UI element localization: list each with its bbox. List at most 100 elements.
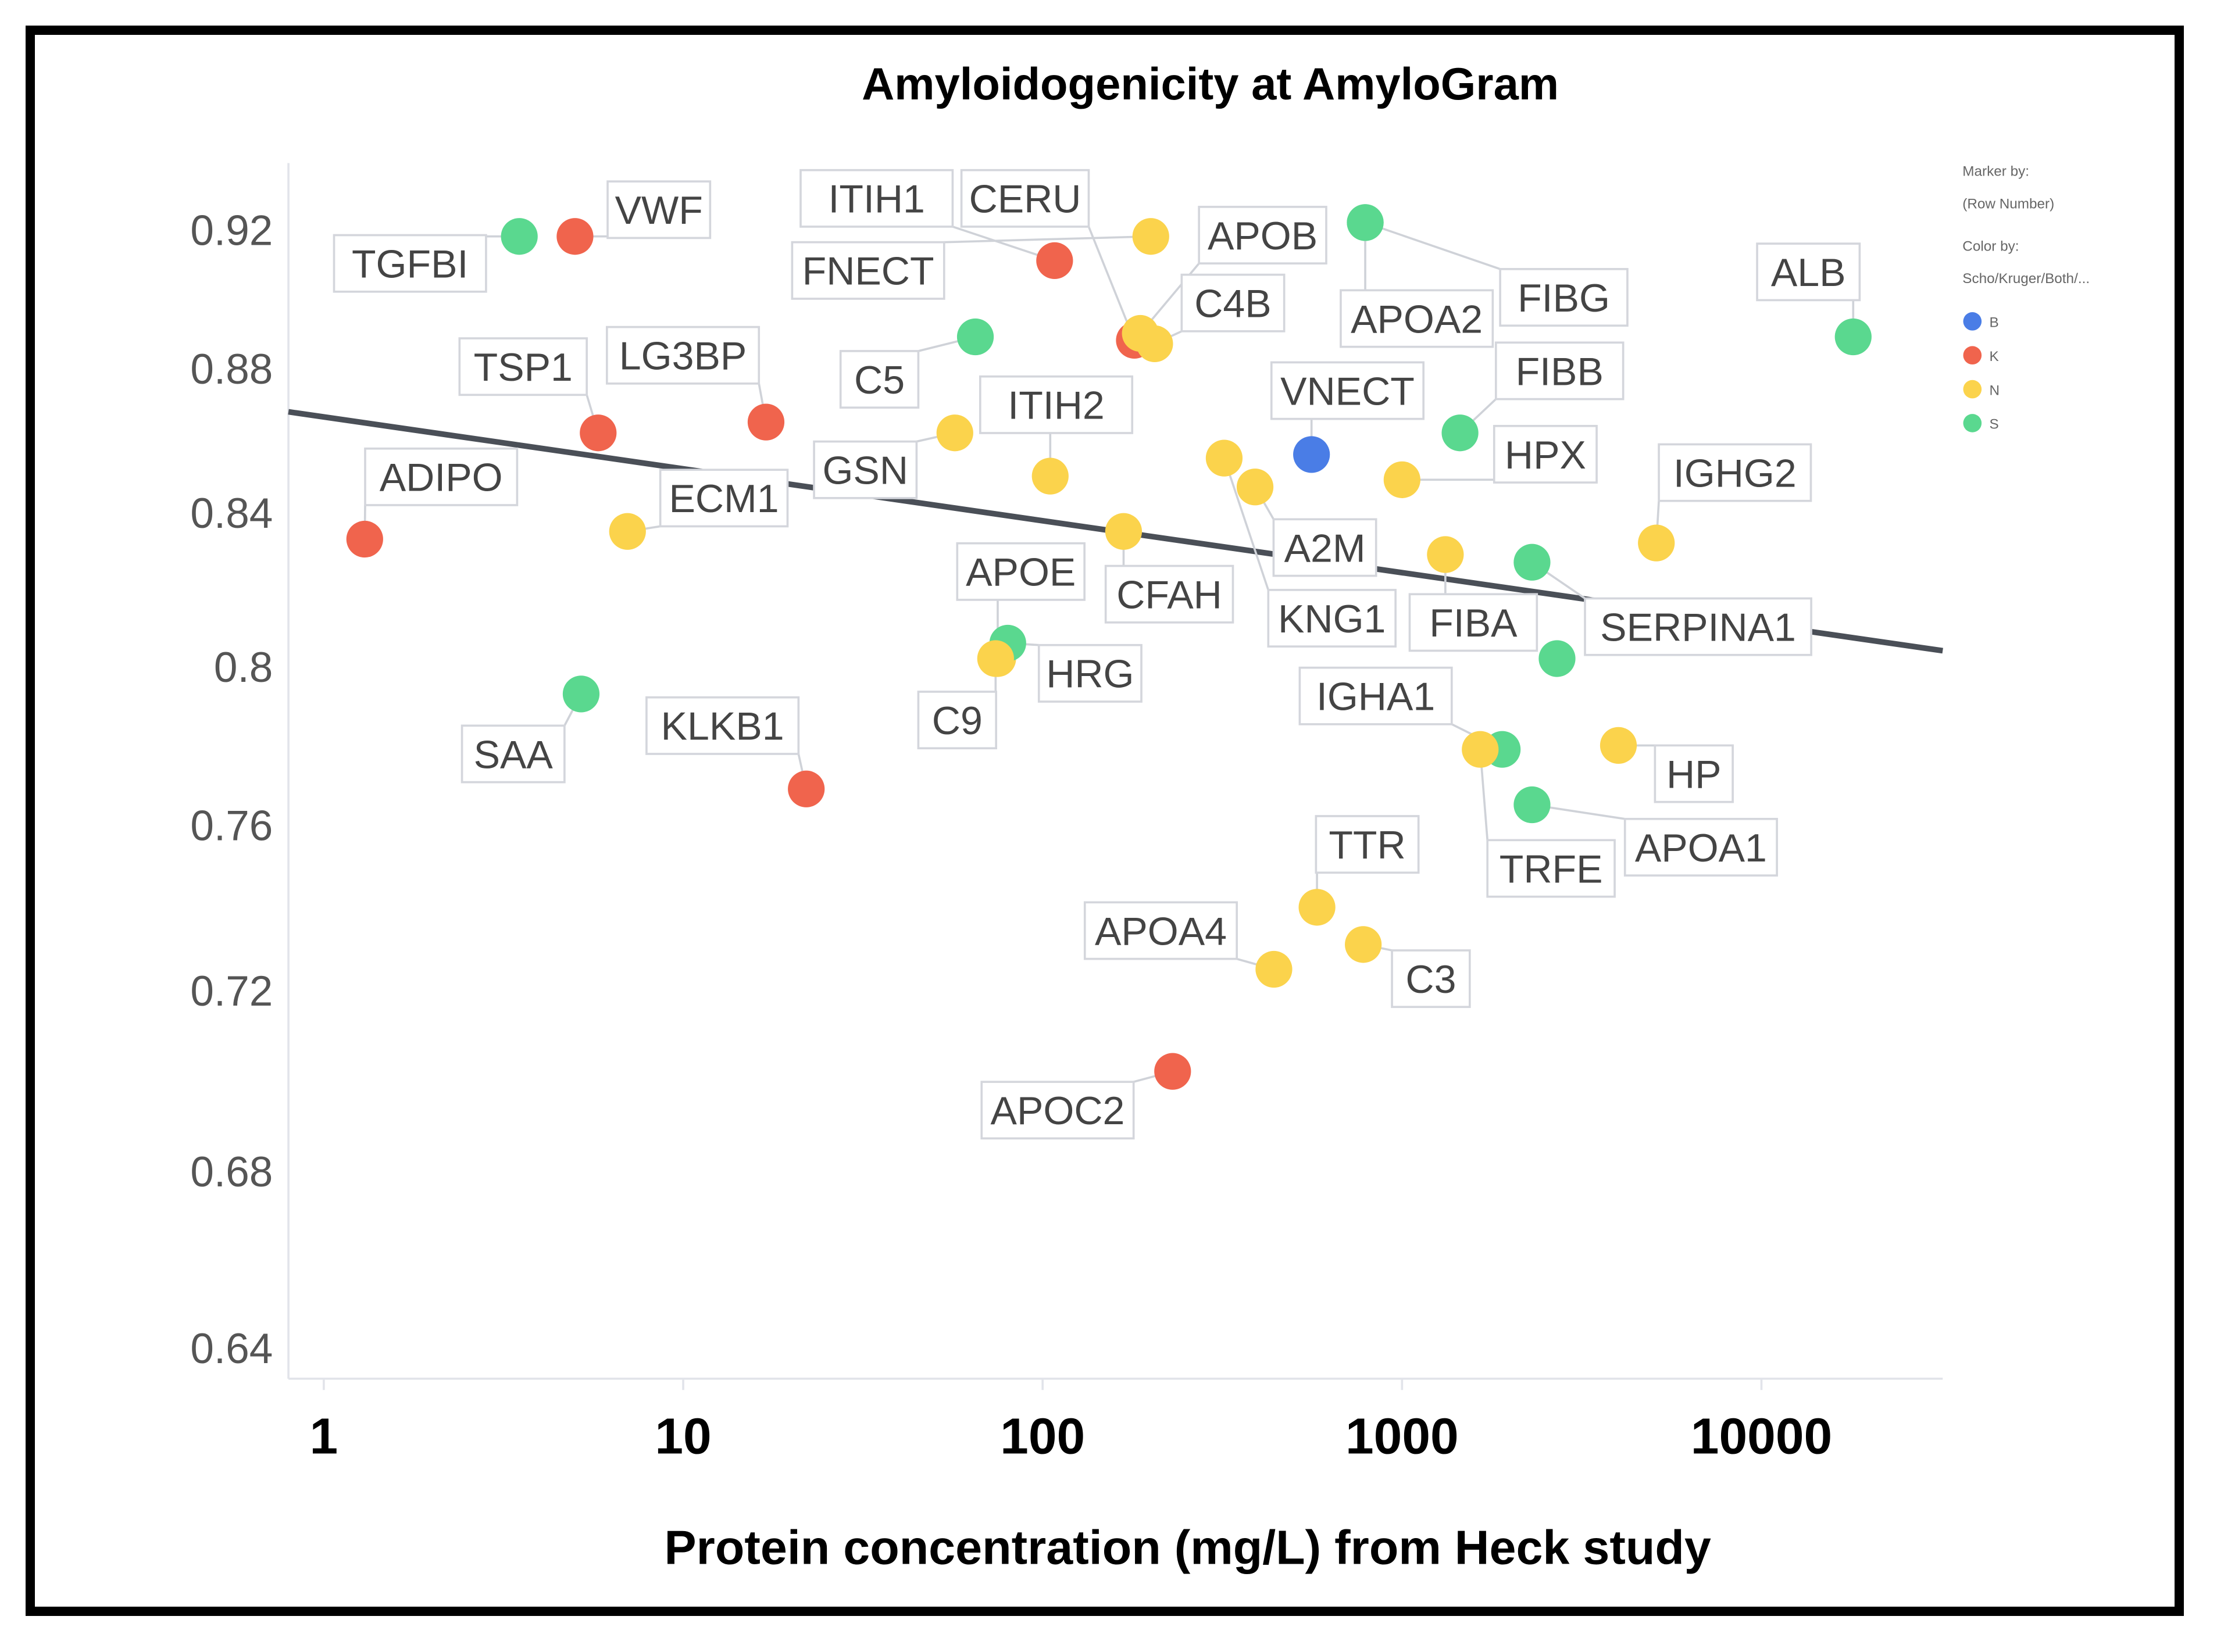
label-box-saa bbox=[460, 724, 566, 784]
point-lg3bp bbox=[747, 403, 785, 441]
x-axis-label: Protein concentration (mg/L) from Heck s… bbox=[665, 1520, 1711, 1574]
label-gsn: GSN bbox=[822, 449, 908, 493]
x-tick-label: 10000 bbox=[1691, 1408, 1832, 1465]
label-c3: C3 bbox=[1405, 957, 1456, 1002]
x-tick-label: 1 bbox=[310, 1408, 338, 1465]
label-hpx: HPX bbox=[1505, 433, 1586, 477]
point-c9 bbox=[977, 640, 1014, 677]
label-fibb: FIBB bbox=[1516, 349, 1604, 394]
label-box-fnect bbox=[791, 241, 945, 300]
label-itih1: ITIH1 bbox=[828, 177, 924, 221]
label-c5: C5 bbox=[854, 358, 905, 402]
y-tick-label: 0.64 bbox=[190, 1325, 273, 1372]
y-tick-label: 0.84 bbox=[190, 490, 273, 537]
label-box-gsn bbox=[813, 440, 918, 499]
point-vwf bbox=[556, 218, 594, 255]
point-fnect bbox=[1132, 218, 1169, 255]
point-hpx bbox=[1383, 461, 1420, 498]
label-vnect: VNECT bbox=[1280, 369, 1415, 413]
label-box-apoa1 bbox=[1623, 818, 1778, 877]
label-box-apoa2 bbox=[1340, 289, 1494, 348]
label-box-apob bbox=[1198, 206, 1327, 264]
label-box-lg3bp bbox=[606, 326, 761, 385]
label-box-fibg bbox=[1499, 268, 1629, 327]
label-ceru: CERU bbox=[969, 177, 1081, 221]
label-box-hpx bbox=[1493, 424, 1598, 484]
label-box-a2m bbox=[1272, 518, 1377, 577]
point-fiba bbox=[1427, 536, 1464, 573]
label-apoa1: APOA1 bbox=[1635, 826, 1767, 870]
label-apoe: APOE bbox=[966, 550, 1076, 595]
label-box-fiba bbox=[1408, 593, 1538, 652]
label-box-itih2 bbox=[979, 375, 1134, 434]
point-vnect bbox=[1293, 436, 1330, 473]
x-tick-label: 10 bbox=[655, 1408, 711, 1465]
label-box-cfah bbox=[1104, 564, 1234, 624]
data-points bbox=[346, 204, 1872, 1090]
label-tgfbi: TGFBI bbox=[352, 242, 468, 286]
label-itih2: ITIH2 bbox=[1008, 384, 1104, 428]
label-ighg2: IGHG2 bbox=[1673, 451, 1797, 495]
legend-color-value: Scho/Kruger/Both/... bbox=[1962, 271, 2090, 287]
label-box-vnect bbox=[1270, 361, 1425, 420]
point-adipo bbox=[346, 520, 383, 558]
legend: Marker by: (Row Number) Color by: Scho/K… bbox=[1962, 163, 2090, 432]
label-box-igha1 bbox=[1298, 666, 1453, 725]
x-tick-label: 1000 bbox=[1345, 1408, 1459, 1465]
point-klkb1 bbox=[788, 770, 825, 807]
y-tick-label: 0.76 bbox=[190, 802, 273, 849]
label-apoc2: APOC2 bbox=[991, 1089, 1125, 1133]
x-tick-label: 100 bbox=[1000, 1408, 1085, 1465]
point-ttr bbox=[1298, 889, 1336, 926]
label-box-apoa4 bbox=[1083, 901, 1238, 960]
label-box-fibb bbox=[1494, 341, 1625, 401]
legend-swatch-k bbox=[1963, 346, 1982, 365]
point-apoa4 bbox=[1255, 950, 1293, 988]
point-unlabeled bbox=[1538, 640, 1576, 677]
leader-fibg bbox=[1365, 221, 1501, 270]
label-hp: HP bbox=[1666, 752, 1722, 796]
label-vwf: VWF bbox=[615, 188, 703, 233]
label-box-tsp1 bbox=[458, 337, 588, 396]
label-a2m: A2M bbox=[1284, 526, 1366, 570]
point-hp bbox=[1600, 727, 1637, 764]
legend-swatch-n bbox=[1963, 380, 1982, 399]
plot-area bbox=[287, 163, 1943, 1380]
label-box-c3 bbox=[1391, 949, 1471, 1009]
label-box-adipo bbox=[364, 447, 519, 506]
y-tick-label: 0.68 bbox=[190, 1149, 273, 1196]
legend-label-s: S bbox=[1989, 417, 1998, 432]
point-apoc2 bbox=[1154, 1053, 1191, 1090]
legend-marker-value: (Row Number) bbox=[1962, 196, 2054, 212]
point-apoa1 bbox=[1513, 786, 1551, 824]
label-box-ighg2 bbox=[1658, 443, 1812, 502]
label-apoa2: APOA2 bbox=[1351, 297, 1483, 341]
label-adipo: ADIPO bbox=[380, 456, 503, 500]
point-itih1 bbox=[1036, 242, 1073, 280]
point-saa bbox=[562, 675, 600, 713]
label-fiba: FIBA bbox=[1429, 601, 1518, 645]
label-ttr: TTR bbox=[1329, 823, 1405, 867]
point-fibb bbox=[1441, 414, 1479, 452]
label-c4b: C4B bbox=[1194, 282, 1271, 326]
label-kng1: KNG1 bbox=[1278, 597, 1386, 641]
point-ecm1 bbox=[609, 513, 646, 550]
point-c5 bbox=[956, 318, 994, 356]
label-trfe: TRFE bbox=[1500, 847, 1603, 891]
label-ecm1: ECM1 bbox=[669, 477, 779, 521]
chart-frame bbox=[26, 26, 2184, 1616]
leader-fnect bbox=[944, 235, 1151, 244]
label-alb: ALB bbox=[1771, 251, 1846, 295]
legend-label-k: K bbox=[1989, 349, 1998, 364]
label-box-klkb1 bbox=[645, 696, 800, 755]
label-box-hrg bbox=[1037, 643, 1143, 703]
label-box-apoc2 bbox=[980, 1081, 1135, 1140]
label-box-c9 bbox=[917, 691, 997, 750]
label-apoa4: APOA4 bbox=[1095, 909, 1227, 953]
label-box-serpina1 bbox=[1584, 597, 1812, 656]
chart-title: Amyloidogenicity at AmyloGram bbox=[862, 59, 1559, 109]
point-serpina1 bbox=[1513, 543, 1551, 581]
y-tick-label: 0.88 bbox=[190, 346, 273, 393]
legend-label-b: B bbox=[1989, 315, 1998, 331]
point-gsn bbox=[936, 414, 973, 452]
